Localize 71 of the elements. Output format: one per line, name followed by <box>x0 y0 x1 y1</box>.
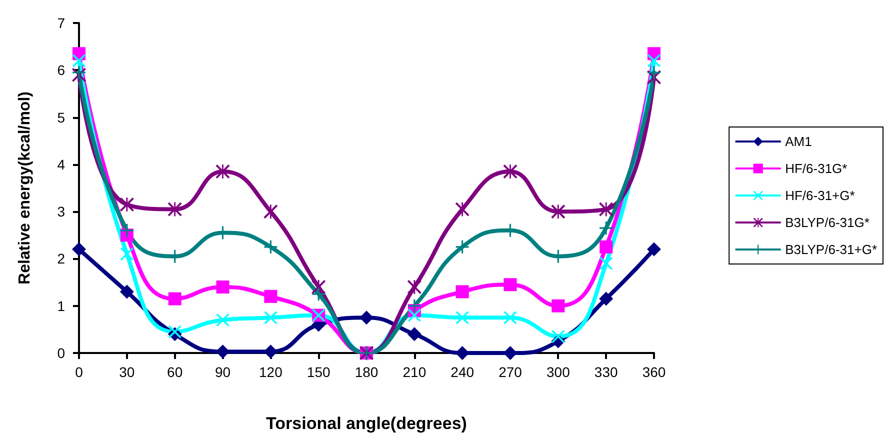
point <box>120 224 134 237</box>
point <box>456 240 469 254</box>
point <box>455 346 470 360</box>
point <box>216 314 230 326</box>
point <box>264 204 278 219</box>
point <box>648 66 660 79</box>
legend-label: B3LYP/6-31+G* <box>785 242 878 257</box>
point <box>552 299 565 312</box>
x-tick-label: 150 <box>306 364 330 380</box>
x-tick-label: 60 <box>167 364 183 380</box>
point <box>503 164 518 178</box>
point <box>264 311 278 324</box>
x-tick-label: 360 <box>642 364 666 380</box>
point <box>504 311 517 324</box>
y-tick-label: 1 <box>57 298 66 314</box>
point <box>168 292 182 306</box>
point <box>216 164 230 178</box>
point <box>72 54 86 68</box>
point <box>360 310 374 325</box>
y-tick-label: 6 <box>57 62 66 78</box>
point <box>600 256 613 270</box>
point <box>72 242 86 256</box>
point <box>600 240 613 254</box>
point <box>551 204 566 219</box>
point <box>455 202 470 216</box>
legend-label: B3LYP/6-31G* <box>785 215 870 230</box>
point <box>120 248 134 260</box>
x-tick-label: 240 <box>450 364 474 380</box>
point <box>599 292 614 306</box>
x-tick-label: 210 <box>402 364 426 380</box>
y-tick-label: 3 <box>57 204 66 220</box>
x-tick-label: 30 <box>119 364 135 380</box>
y-axis-title: Relative energy(kcal/mol) <box>16 92 34 284</box>
x-axis-title: Torsional angle(degrees) <box>266 414 467 433</box>
x-tick-label: 90 <box>214 364 231 380</box>
point <box>408 308 421 322</box>
point <box>168 325 182 338</box>
point <box>168 202 182 216</box>
point <box>408 299 421 312</box>
point <box>264 290 278 303</box>
y-tick-label: 0 <box>57 345 66 361</box>
point <box>216 344 230 359</box>
x-tick-label: 120 <box>258 364 283 380</box>
point <box>72 66 86 79</box>
x-tick-label: 180 <box>354 364 378 380</box>
point <box>504 278 517 292</box>
legend-label: HF/6-31G* <box>785 161 848 176</box>
point <box>552 330 565 343</box>
y-tick-label: 5 <box>57 109 66 126</box>
y-tick-label: 7 <box>57 15 66 31</box>
point <box>600 222 613 235</box>
x-tick-label: 0 <box>75 364 84 380</box>
point <box>120 284 134 299</box>
legend-label: HF/6-31+G* <box>785 188 855 203</box>
point <box>264 240 278 254</box>
y-tick-label: 4 <box>57 156 66 172</box>
x-tick-label: 300 <box>546 364 570 380</box>
point <box>503 346 518 360</box>
point <box>407 327 422 342</box>
point <box>216 280 230 294</box>
point <box>312 288 326 301</box>
point <box>264 344 278 359</box>
point <box>456 285 469 298</box>
y-tick-label: 2 <box>57 250 66 267</box>
x-tick-label: 330 <box>594 364 618 380</box>
point <box>599 202 614 216</box>
legend-label: AM1 <box>785 134 812 149</box>
point <box>456 311 469 324</box>
x-tick-label: 270 <box>498 364 522 380</box>
point <box>648 54 660 68</box>
point <box>647 242 661 256</box>
